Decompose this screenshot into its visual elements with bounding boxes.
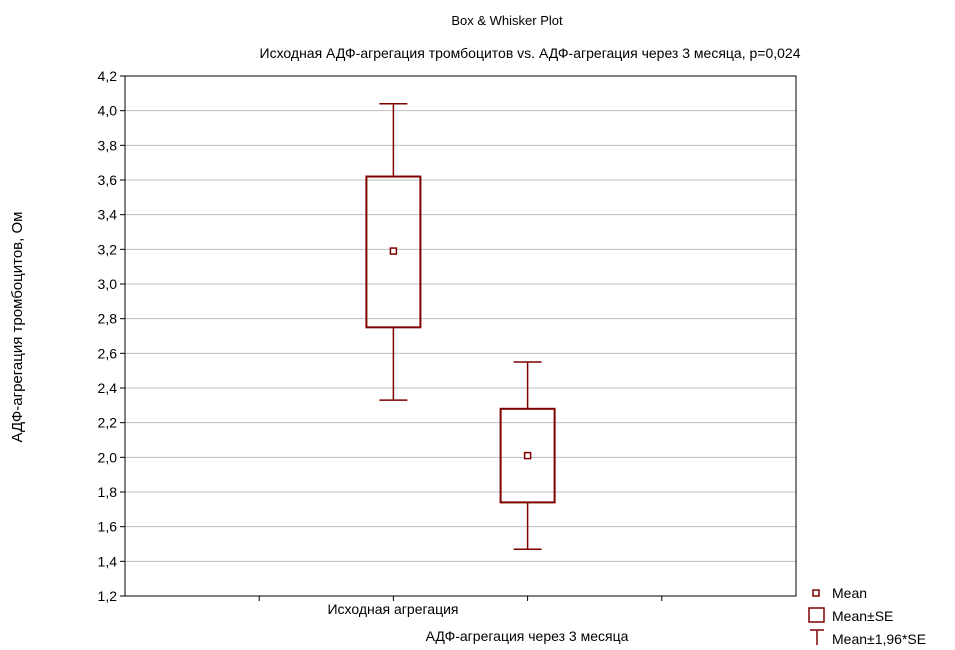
y-tick-label: 4,2 (98, 68, 118, 84)
plot-frame (124, 75, 797, 597)
legend-se-symbol (808, 607, 825, 623)
legend-se-label: Mean±SE (832, 608, 893, 624)
legend-mean-label: Mean (832, 585, 867, 601)
y-tick-label: 2,0 (98, 449, 118, 465)
x-category-label-0: Исходная агрегация (327, 601, 458, 617)
y-axis-label: АДФ-агрегация тромбоцитов, Ом (9, 212, 26, 443)
x-axis-ticks (258, 596, 663, 601)
y-tick-label: 1,8 (98, 484, 118, 500)
chart-title: Box & Whisker Plot (451, 13, 563, 28)
y-tick-label: 1,2 (98, 588, 118, 604)
y-tick-label: 4,0 (98, 103, 118, 119)
legend-mean-symbol (812, 589, 820, 597)
y-tick-label: 3,4 (98, 207, 118, 223)
y-tick-label: 2,2 (98, 415, 118, 431)
y-tick-label: 3,0 (98, 276, 118, 292)
y-tick-label: 2,6 (98, 345, 118, 361)
legend-whisker-symbol (810, 629, 824, 645)
legend: Mean Mean±SE Mean±1,96*SE (808, 585, 926, 647)
se-box (499, 407, 556, 504)
legend-whisker-label: Mean±1,96*SE (832, 631, 926, 647)
y-tick-label: 3,8 (98, 137, 118, 153)
x-category-label-1: АДФ-агрегация через 3 месяца (426, 628, 629, 644)
grid-layer (125, 110, 796, 562)
y-tick-label: 2,8 (98, 311, 118, 327)
y-axis-ticks: 1,2 1,4 1,6 1,8 2,0 2,2 2,4 2,6 2,8 3,0 3,2 3,4 3,6 3… (98, 68, 125, 604)
mean-point (389, 247, 398, 255)
se-box (365, 175, 422, 329)
y-tick-label: 1,6 (98, 519, 118, 535)
boxes-layer (365, 102, 556, 550)
y-tick-label: 1,4 (98, 553, 118, 569)
y-tick-label: 2,4 (98, 380, 118, 396)
y-tick-label: 3,2 (98, 241, 118, 257)
y-tick-label: 3,6 (98, 172, 118, 188)
mean-point (523, 451, 532, 460)
chart-subtitle: Исходная АДФ-агрегация тромбоцитов vs. А… (260, 45, 801, 61)
